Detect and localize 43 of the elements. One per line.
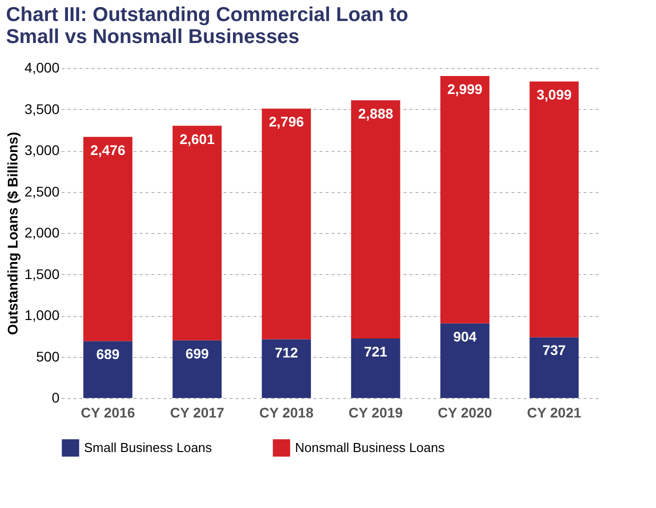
y-tick-label: 1,000	[24, 307, 60, 323]
bar	[83, 341, 132, 398]
bar	[262, 339, 311, 398]
y-tick-label: 2,500	[24, 183, 60, 200]
y-tick-label: 2,000	[24, 224, 60, 240]
bar	[262, 108, 311, 340]
bar	[440, 76, 490, 324]
bar	[530, 337, 579, 398]
data-label: 712	[274, 344, 298, 360]
y-tick-label: 4,000	[24, 60, 60, 76]
x-tick-label: CY 2021	[527, 404, 582, 420]
data-label: 2,601	[180, 130, 215, 147]
bar	[172, 126, 222, 340]
legend-label: Small Business Loans	[84, 440, 212, 455]
y-tick-label: 3,500	[24, 100, 60, 117]
data-label: 2,999	[447, 81, 483, 98]
y-tick-label: 1,500	[24, 266, 60, 282]
y-tick-label: 0	[52, 390, 60, 406]
bar	[351, 338, 400, 398]
data-label: 699	[185, 345, 210, 362]
data-label: 689	[96, 346, 120, 362]
data-label: 904	[453, 328, 477, 344]
x-tick-label: CY 2019	[348, 404, 403, 420]
data-label: 2,888	[358, 105, 394, 122]
bar	[172, 340, 222, 398]
data-label: 737	[542, 342, 566, 358]
data-label: 3,099	[536, 86, 572, 103]
bar	[351, 100, 400, 339]
data-label: 721	[364, 344, 388, 360]
y-axis-title: Outstanding Loans ($ Billions)	[4, 132, 20, 335]
x-tick-label: CY 2020	[438, 404, 492, 420]
chart-title: Chart III: Outstanding Commercial Loan to Small vs Nonsmall Businesses	[6, 4, 408, 48]
x-tick-label: CY 2017	[170, 404, 224, 420]
data-label: 2,796	[268, 114, 304, 130]
bar	[530, 82, 579, 338]
y-tick-label: 500	[36, 348, 60, 364]
legend-label: Nonsmall Business Loans	[295, 440, 446, 455]
bar	[440, 323, 490, 398]
y-tick-label: 3,000	[24, 142, 60, 158]
data-label: 2,476	[90, 142, 126, 158]
x-tick-label: CY 2018	[259, 404, 314, 420]
x-tick-label: CY 2016	[80, 404, 136, 420]
bar	[83, 136, 132, 342]
